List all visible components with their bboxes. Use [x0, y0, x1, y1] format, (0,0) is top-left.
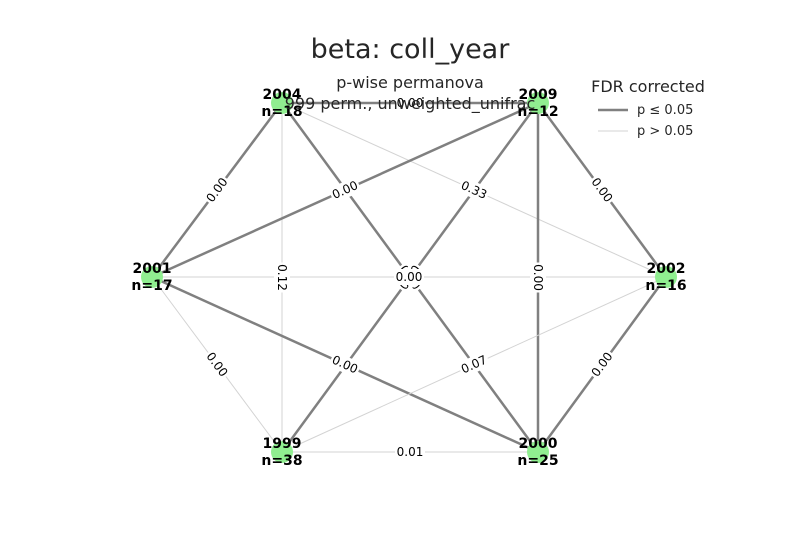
chart-subtitle-line1: p-wise permanova — [336, 73, 484, 92]
edge-label-group-2001-2000: 0.00 — [328, 351, 362, 378]
node-label-year-2009: 2009 — [519, 87, 558, 103]
node-1999 — [271, 441, 293, 463]
edge-label-group-2009-2001: 0.00 — [328, 176, 362, 204]
node-2000 — [527, 441, 549, 463]
edge-label-group-2002-1999: 0.07 — [457, 350, 491, 379]
legend: FDR corrected p ≤ 0.05 p > 0.05 — [591, 77, 705, 139]
edge-label-background — [395, 95, 425, 111]
node-label-year-2004: 2004 — [263, 87, 302, 103]
edge-label-background — [328, 351, 362, 378]
node-2002 — [655, 266, 677, 288]
edge-label-background — [586, 173, 618, 207]
node-2009 — [527, 92, 549, 114]
node-2001 — [141, 266, 163, 288]
node-2004 — [271, 92, 293, 114]
node-label-count-2001: n=17 — [131, 278, 172, 294]
edge-label-background — [457, 176, 491, 204]
node-label-year-1999: 1999 — [263, 436, 302, 452]
legend-title: FDR corrected — [591, 77, 705, 96]
node-label-count-2004: n=18 — [261, 104, 302, 120]
node-label-count-2002: n=16 — [645, 278, 686, 294]
edge-label-background — [530, 262, 546, 293]
edge-label-group-2001-1999: 0.00 — [201, 347, 233, 382]
edge-label-2004-1999: 0.12 — [275, 264, 289, 291]
edge-label-group-2001-2002: 0.00 — [394, 269, 424, 285]
edge-label-group-1999-2000: 0.01 — [395, 444, 425, 460]
node-label-year-2001: 2001 — [133, 261, 172, 277]
edge-label-group-2002-2000: 0.00 — [586, 347, 618, 382]
edge-label-background — [586, 347, 618, 382]
edge-label-background — [457, 350, 491, 379]
node-label-year-2000: 2000 — [519, 436, 558, 452]
edge-label-group-2009-2000: 0.00 — [530, 262, 546, 293]
edge-label-group-2004-2001: 0.00 — [201, 173, 233, 207]
edge-label-1999-2000: 0.01 — [397, 445, 424, 459]
edge-label-background — [394, 269, 424, 285]
node-label-year-2002: 2002 — [647, 261, 686, 277]
edge-label-background — [201, 173, 233, 207]
legend-label-significant: p ≤ 0.05 — [637, 103, 693, 118]
node-label-count-2000: n=25 — [517, 453, 558, 469]
edge-label-2009-2000: 0.00 — [531, 264, 545, 291]
chart-title: beta: coll_year — [311, 34, 511, 65]
edge-label-group-2004-2002: 0.33 — [457, 176, 491, 204]
legend-label-not-significant: p > 0.05 — [637, 124, 693, 139]
edge-label-group-2004-1999: 0.12 — [274, 262, 290, 293]
edge-label-background — [201, 347, 233, 382]
chart-subtitle-line2: 999 perm., unweighted_unifrac — [285, 94, 536, 114]
node-label-count-2009: n=12 — [517, 104, 558, 120]
edge-label-group-2009-2002: 0.00 — [586, 173, 618, 207]
edge-label-2001-2002: 0.00 — [396, 270, 423, 284]
edge-label-background — [395, 444, 425, 460]
node-label-count-1999: n=38 — [261, 453, 302, 469]
edge-label-group-2004-2009: 0.00 — [395, 95, 425, 111]
edge-label-2004-2009: 0.00 — [397, 96, 424, 110]
edge-label-background — [274, 262, 290, 293]
edge-label-background — [328, 176, 362, 204]
